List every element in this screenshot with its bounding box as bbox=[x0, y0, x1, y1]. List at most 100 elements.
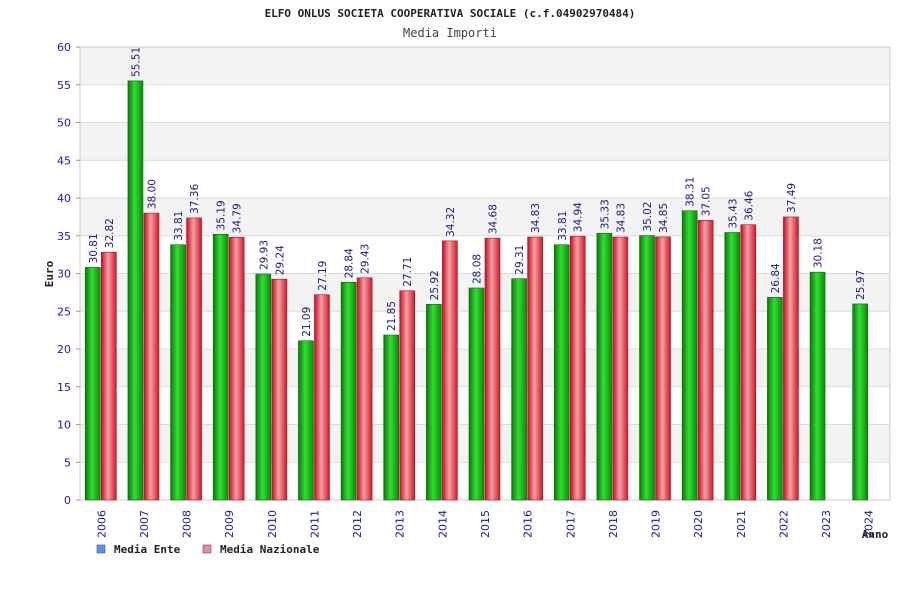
legend-swatch bbox=[96, 544, 106, 554]
bar-media-ente bbox=[383, 334, 400, 501]
data-label: 25.97 bbox=[855, 270, 867, 300]
bars: 30.81 32.82 55.51 38.00 33.81 37.36 35.19 34.79… bbox=[85, 47, 868, 501]
x-tick-label: 2020 bbox=[692, 510, 705, 538]
data-label: 29.31 bbox=[514, 245, 526, 275]
data-label: 28.84 bbox=[344, 248, 356, 278]
legend-swatch bbox=[202, 544, 212, 554]
chart-title: ELFO ONLUS SOCIETA COOPERATIVA SOCIALE (… bbox=[265, 7, 636, 20]
bar-media-nazionale bbox=[612, 236, 629, 501]
bar-media-ente bbox=[724, 232, 741, 501]
x-tick-label: 2010 bbox=[266, 510, 279, 538]
data-label: 38.00 bbox=[146, 179, 158, 209]
data-label: 21.85 bbox=[386, 301, 398, 331]
bar-media-ente bbox=[767, 297, 783, 501]
data-label: 37.05 bbox=[701, 186, 713, 216]
data-label: 25.92 bbox=[429, 270, 441, 300]
y-tick-label: 55 bbox=[57, 79, 71, 92]
data-label: 29.24 bbox=[274, 245, 286, 275]
data-label: 37.49 bbox=[786, 183, 798, 213]
data-label: 33.81 bbox=[173, 211, 185, 241]
bar-media-nazionale bbox=[442, 240, 458, 501]
data-label: 28.08 bbox=[472, 254, 484, 284]
data-label: 30.81 bbox=[88, 233, 100, 263]
legend-label: Media Nazionale bbox=[220, 543, 320, 556]
bar-media-nazionale bbox=[655, 236, 671, 501]
data-label: 32.82 bbox=[104, 218, 116, 248]
y-tick-label: 15 bbox=[57, 381, 71, 394]
bar-media-nazionale bbox=[356, 277, 373, 501]
bar-media-ente bbox=[85, 267, 101, 501]
data-label: 27.71 bbox=[402, 257, 414, 287]
x-tick-label: 2007 bbox=[138, 510, 151, 538]
x-tick-label: 2016 bbox=[522, 510, 535, 538]
x-tick-label: 2015 bbox=[479, 510, 492, 538]
bar-media-nazionale bbox=[143, 212, 160, 501]
bar-media-nazionale bbox=[484, 237, 501, 501]
grid-band bbox=[80, 122, 890, 161]
data-label: 35.43 bbox=[727, 198, 739, 228]
bar-media-ente bbox=[596, 232, 613, 501]
y-tick-label: 50 bbox=[57, 117, 71, 130]
data-label: 33.81 bbox=[557, 211, 569, 241]
bar-media-ente bbox=[511, 278, 527, 501]
bar-media-nazionale bbox=[527, 236, 543, 501]
data-label: 29.43 bbox=[360, 244, 372, 274]
data-label: 36.46 bbox=[743, 190, 755, 220]
y-axis: 0 5 10 15 20 25 30 35 40 45 50 55 60 bbox=[57, 41, 80, 507]
bar-media-ente bbox=[468, 287, 485, 501]
y-tick-label: 25 bbox=[57, 305, 71, 318]
bar-media-ente bbox=[170, 244, 186, 501]
y-tick-label: 10 bbox=[57, 419, 71, 432]
data-label: 27.19 bbox=[317, 261, 329, 291]
bar-media-ente bbox=[298, 340, 314, 501]
x-tick-label: 2017 bbox=[564, 510, 577, 538]
data-label: 34.68 bbox=[488, 204, 500, 234]
data-label: 29.93 bbox=[258, 240, 270, 270]
x-tick-label: 2009 bbox=[223, 510, 236, 538]
data-label: 55.51 bbox=[130, 47, 142, 77]
x-tick-label: 2021 bbox=[735, 510, 748, 538]
x-axis-label: Anno bbox=[862, 528, 889, 541]
legend: Media Ente Media Nazionale bbox=[96, 543, 320, 556]
bar-media-ente bbox=[127, 80, 144, 501]
x-tick-label: 2006 bbox=[95, 510, 108, 538]
x-tick-label: 2022 bbox=[777, 510, 790, 538]
data-label: 35.19 bbox=[216, 200, 228, 230]
x-tick-label: 2023 bbox=[820, 510, 833, 538]
data-label: 35.33 bbox=[599, 199, 611, 229]
y-tick-label: 40 bbox=[57, 192, 71, 205]
bar-media-nazionale bbox=[399, 290, 416, 501]
bar-media-nazionale bbox=[314, 294, 330, 501]
data-label: 34.85 bbox=[658, 203, 670, 233]
bar-media-nazionale bbox=[101, 251, 117, 501]
data-label: 34.32 bbox=[445, 207, 457, 237]
bar-media-ente bbox=[255, 273, 272, 501]
bar-media-nazionale bbox=[740, 224, 757, 501]
data-label: 34.94 bbox=[573, 202, 585, 232]
data-label: 34.79 bbox=[232, 203, 244, 233]
y-tick-label: 30 bbox=[57, 268, 71, 281]
chart-subtitle: Media Importi bbox=[403, 26, 497, 40]
x-tick-label: 2018 bbox=[607, 510, 620, 538]
x-tick-label: 2024 bbox=[863, 510, 876, 538]
bar-media-nazionale bbox=[186, 217, 202, 501]
y-tick-label: 35 bbox=[57, 230, 71, 243]
x-tick-label: 2011 bbox=[308, 510, 321, 538]
data-label: 34.83 bbox=[530, 203, 542, 233]
bar-media-ente bbox=[553, 244, 570, 501]
data-label: 21.09 bbox=[301, 307, 313, 337]
grid-band bbox=[80, 47, 890, 85]
x-tick-label: 2019 bbox=[650, 510, 663, 538]
grid-band bbox=[80, 160, 890, 198]
bar-media-ente bbox=[639, 235, 655, 501]
y-tick-label: 5 bbox=[64, 456, 71, 469]
bar-media-ente bbox=[681, 210, 698, 501]
legend-label: Media Ente bbox=[114, 543, 181, 556]
y-tick-label: 45 bbox=[57, 154, 71, 167]
grid-band bbox=[80, 84, 890, 123]
y-tick-label: 60 bbox=[57, 41, 71, 54]
data-label: 34.83 bbox=[615, 203, 627, 233]
data-label: 26.84 bbox=[770, 263, 782, 293]
data-label: 35.02 bbox=[642, 202, 654, 232]
y-axis-label: Euro bbox=[43, 260, 56, 287]
